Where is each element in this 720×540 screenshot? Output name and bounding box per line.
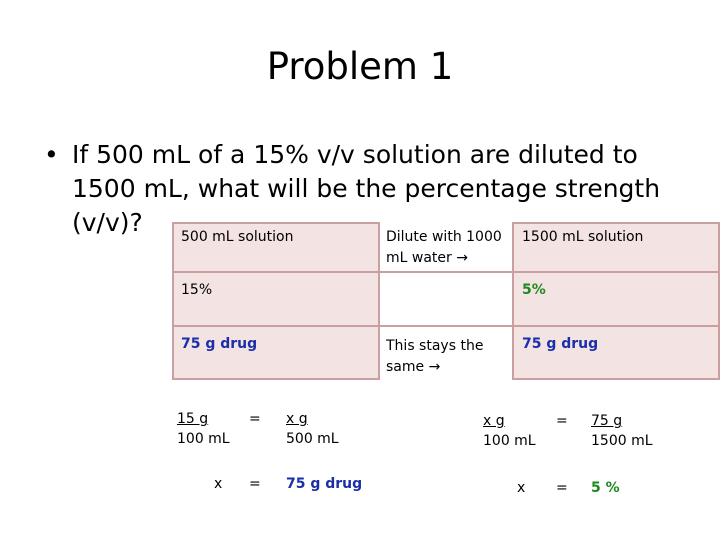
right-solution-box <box>512 222 720 380</box>
right-header: 1500 mL solution <box>522 229 644 245</box>
question-line-2: 1500 mL, what will be the percentage str… <box>72 174 661 203</box>
left-solution-box <box>172 222 380 380</box>
question-line-3: (v/v)? <box>72 208 143 237</box>
right-arrow-icon: → <box>456 250 468 266</box>
middle-note-line-1: This stays the <box>386 338 484 354</box>
page-title: Problem 1 <box>266 45 454 88</box>
left-result: 75 g drug <box>286 476 363 492</box>
table-divider-1 <box>172 271 720 273</box>
right-equals-1: = <box>556 413 568 429</box>
left-fraction-2-numerator: x g <box>286 411 308 427</box>
right-x-label: x <box>517 480 526 496</box>
left-header: 500 mL solution <box>181 229 294 245</box>
right-fraction-2-denominator: 1500 mL <box>591 433 653 449</box>
left-drug: 75 g drug <box>181 336 258 352</box>
right-arrow-icon: → <box>428 359 441 375</box>
left-x-label: x <box>214 476 223 492</box>
right-result: 5 % <box>591 480 620 496</box>
middle-note-line-2: same → <box>386 359 441 375</box>
right-fraction-2-numerator: 75 g <box>591 413 623 429</box>
left-fraction-1-denominator: 100 mL <box>177 431 230 447</box>
question-line-1: If 500 mL of a 15% v/v solution are dilu… <box>72 140 638 169</box>
left-percent: 15% <box>181 282 213 298</box>
left-equals-2: = <box>249 476 261 492</box>
right-drug: 75 g drug <box>522 336 599 352</box>
left-fraction-1-numerator: 15 g <box>177 411 209 427</box>
right-equals-2: = <box>556 480 568 496</box>
middle-header-line-2: mL water → <box>386 250 468 266</box>
table-divider-2 <box>172 325 720 327</box>
left-fraction-2-denominator: 500 mL <box>286 431 339 447</box>
bullet-marker: • <box>44 140 59 169</box>
left-equals-1: = <box>249 411 261 427</box>
right-fraction-1-numerator: x g <box>483 413 505 429</box>
right-fraction-1-denominator: 100 mL <box>483 433 536 449</box>
middle-header-line-1: Dilute with 1000 <box>386 229 502 245</box>
right-percent: 5% <box>522 282 546 298</box>
